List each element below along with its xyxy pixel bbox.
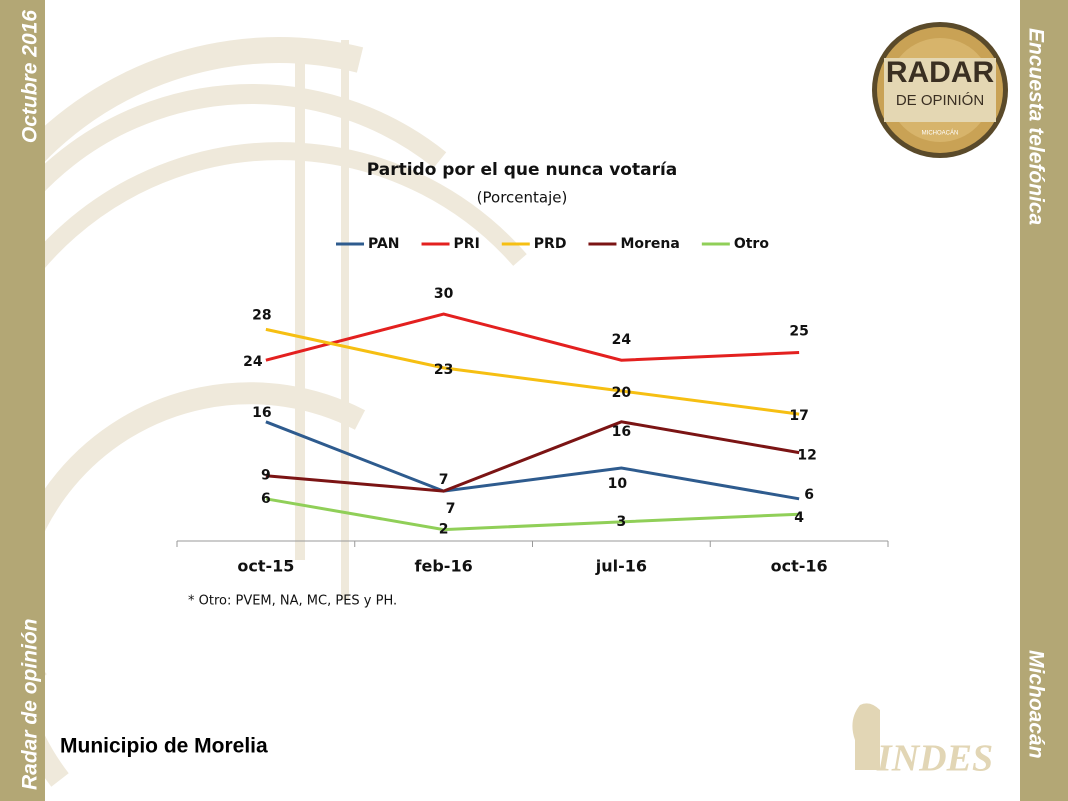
series-line (265, 420, 800, 501)
data-label: 20 (612, 385, 632, 401)
series-line (265, 327, 800, 416)
brand-text: INDES (876, 738, 993, 780)
data-label: 9 (261, 468, 271, 484)
chart-subtitle: (Porcentaje) (477, 189, 568, 207)
series-line (265, 420, 800, 493)
brand-logo: INDES (852, 703, 993, 780)
side-text: Encuesta telefónica (1024, 28, 1047, 226)
data-label: 12 (797, 448, 816, 464)
data-label: 16 (612, 424, 631, 440)
chart-title: Partido por el que nunca votaría (367, 160, 678, 180)
right-strip (1020, 0, 1068, 801)
data-label: 7 (446, 501, 456, 517)
data-label: 10 (608, 476, 628, 492)
data-label: 24 (612, 332, 632, 348)
logo-text: MICHOACÁN (922, 130, 959, 137)
legend-label: Otro (734, 236, 769, 252)
data-label: 17 (789, 408, 808, 424)
data-label: 2 (439, 522, 449, 538)
x-tick-label: feb-16 (415, 557, 473, 576)
x-tick-label: oct-16 (771, 557, 828, 576)
data-label: 7 (439, 472, 449, 488)
legend-label: PAN (368, 236, 400, 252)
legend-label: Morena (620, 236, 679, 252)
data-label: 28 (252, 307, 271, 323)
side-text: Octubre 2016 (19, 10, 42, 143)
data-label: 25 (789, 324, 808, 340)
side-text: Radar de opinión (19, 618, 42, 790)
series-line (265, 312, 800, 362)
legend-label: PRD (534, 236, 567, 252)
series-line (265, 497, 800, 532)
x-tick-label: jul-16 (595, 557, 647, 576)
x-tick-label: oct-15 (237, 557, 294, 576)
side-text: Michoacán (1024, 650, 1047, 759)
data-label: 16 (252, 405, 271, 421)
chart-note: * Otro: PVEM, NA, MC, PES y PH. (188, 594, 397, 609)
logo-text: DE OPINIÓN (896, 92, 984, 109)
data-label: 6 (261, 491, 271, 507)
data-label: 3 (617, 514, 627, 530)
legend-label: PRI (454, 236, 480, 252)
data-label: 4 (794, 510, 804, 526)
data-label: 6 (804, 487, 814, 503)
left-strip (0, 0, 45, 801)
data-label: 24 (243, 354, 263, 370)
logo-text: RADAR (886, 56, 995, 89)
data-label: 30 (434, 286, 454, 302)
logo: RADAR DE OPINIÓN MICHOACÁN (872, 22, 1008, 158)
data-label: 23 (434, 362, 453, 378)
footer-title: Municipio de Morelia (60, 735, 268, 758)
